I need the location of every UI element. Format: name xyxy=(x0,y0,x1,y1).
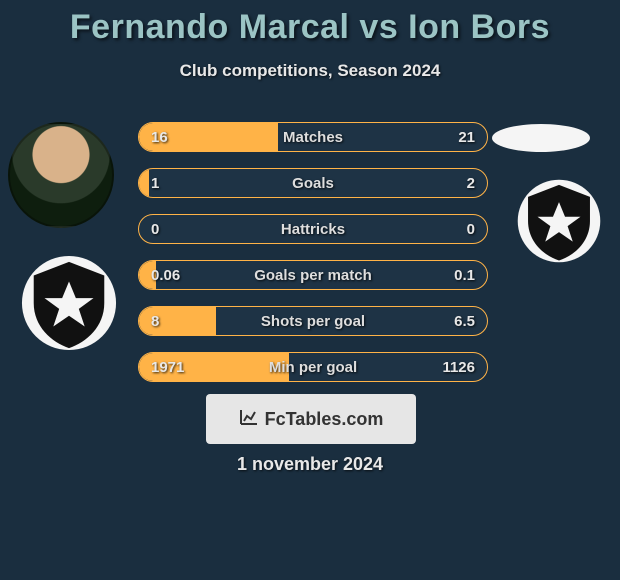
chart-icon xyxy=(239,408,259,431)
watermark-text: FcTables.com xyxy=(265,409,384,430)
stat-bar-row: 12Goals xyxy=(138,168,488,198)
stat-bar-row: 00Hattricks xyxy=(138,214,488,244)
page-title: Fernando Marcal vs Ion Bors xyxy=(0,0,620,47)
shield-star-icon xyxy=(516,178,602,264)
player-photo-right xyxy=(492,124,590,152)
bar-label: Goals per match xyxy=(139,261,487,289)
stat-bar-row: 0.060.1Goals per match xyxy=(138,260,488,290)
player-photo-left xyxy=(8,122,114,228)
club-badge-left xyxy=(20,254,118,352)
subtitle: Club competitions, Season 2024 xyxy=(0,61,620,81)
bar-label: Matches xyxy=(139,123,487,151)
club-badge-right xyxy=(516,178,602,264)
stat-bar-row: 86.5Shots per goal xyxy=(138,306,488,336)
bar-label: Hattricks xyxy=(139,215,487,243)
shield-star-icon xyxy=(20,254,118,352)
watermark-badge: FcTables.com xyxy=(206,394,416,444)
bar-label: Min per goal xyxy=(139,353,487,381)
stat-bar-chart: 1621Matches 12Goals 00Hattricks 0.060.1Goal… xyxy=(138,122,488,398)
stat-bar-row: 1621Matches xyxy=(138,122,488,152)
bar-label: Shots per goal xyxy=(139,307,487,335)
date-label: 1 november 2024 xyxy=(0,454,620,475)
bar-label: Goals xyxy=(139,169,487,197)
stat-bar-row: 19711126Min per goal xyxy=(138,352,488,382)
